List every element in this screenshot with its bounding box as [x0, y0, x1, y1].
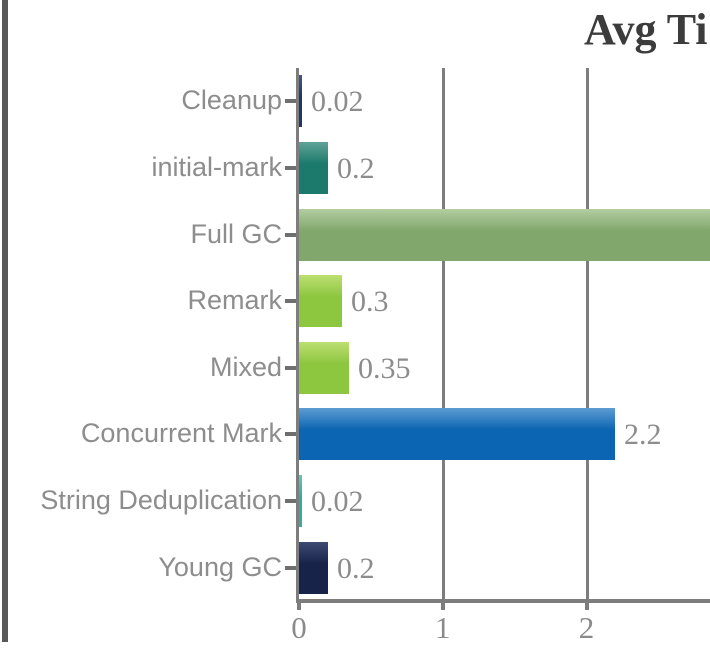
x-axis-tick-label: 2 [578, 610, 595, 645]
x-axis-tick-mark [584, 599, 589, 610]
gridline [585, 68, 589, 601]
category-label: Cleanup [181, 85, 282, 116]
value-label: 0.02 [311, 85, 364, 119]
chart-title: Avg Ti [584, 5, 708, 54]
bar [299, 408, 615, 461]
category-label: Mixed [209, 351, 282, 382]
category-tick-mark [285, 432, 296, 437]
value-label: 0.02 [311, 485, 364, 519]
bar [299, 541, 328, 594]
category-label: Full GC [190, 218, 282, 249]
category-tick-mark [285, 299, 296, 304]
gridline [441, 68, 445, 601]
value-label: 0.35 [358, 351, 411, 385]
panel-border [2, 0, 8, 642]
category-label: String Deduplication [40, 485, 282, 516]
bar [299, 75, 302, 128]
x-axis-tick-mark [297, 599, 301, 610]
category-tick-mark [285, 499, 296, 504]
x-axis-line [296, 599, 710, 603]
value-label: 0.2 [337, 151, 375, 185]
category-tick-mark [285, 99, 296, 104]
x-axis-tick-label: 1 [435, 610, 451, 645]
bar [299, 208, 710, 261]
value-label: 0.3 [351, 285, 389, 319]
category-label: Young GC [158, 551, 282, 582]
x-axis-tick-label: 0 [291, 610, 307, 645]
category-tick-mark [285, 165, 296, 170]
category-label: Concurrent Mark [80, 418, 282, 449]
category-label: initial-mark [151, 151, 282, 182]
value-label: 2.2 [624, 418, 662, 452]
category-tick-mark [285, 565, 296, 570]
category-tick-mark [285, 365, 296, 370]
x-axis-tick-mark [440, 599, 445, 610]
value-label: 0.2 [337, 551, 375, 585]
y-axis-line [296, 68, 299, 601]
category-label: Remark [187, 285, 282, 316]
bar [299, 141, 328, 194]
bar [299, 275, 342, 328]
bar [299, 475, 302, 528]
bar [299, 341, 349, 394]
category-tick-mark [285, 232, 296, 237]
